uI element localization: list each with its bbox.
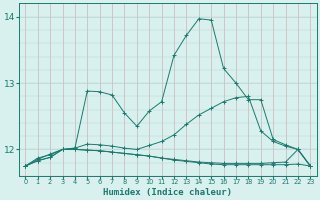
X-axis label: Humidex (Indice chaleur): Humidex (Indice chaleur) <box>103 188 232 197</box>
